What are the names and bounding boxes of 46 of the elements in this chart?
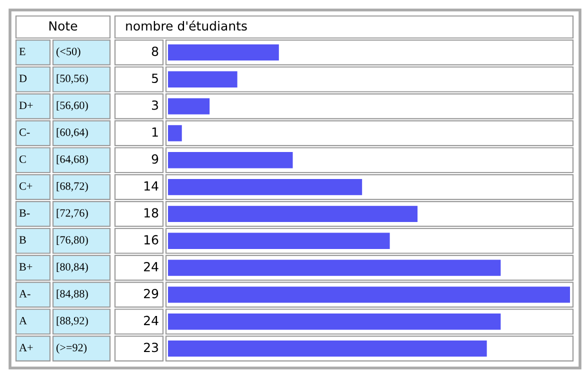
data-label: 1 bbox=[152, 128, 158, 137]
data-label: 3 bbox=[152, 100, 158, 110]
text: [64,68) bbox=[56, 155, 88, 166]
data-label: 18 bbox=[144, 208, 158, 218]
text: [56,60) bbox=[56, 101, 88, 112]
data-label: 23 bbox=[144, 342, 158, 352]
text: [50,56) bbox=[56, 74, 88, 84]
bar bbox=[168, 98, 210, 114]
bar bbox=[168, 232, 390, 249]
y-tick-label: D bbox=[19, 74, 27, 82]
y-tick-label: B+ bbox=[19, 263, 32, 270]
text: (>=92) bbox=[56, 344, 87, 354]
x-axis-title: nombre d'étudiants bbox=[126, 20, 247, 31]
data-label: 5 bbox=[152, 74, 158, 83]
y-tick-label: B- bbox=[19, 209, 30, 217]
text: [68,72) bbox=[56, 182, 88, 192]
y-tick-label: C+ bbox=[19, 182, 32, 190]
bar bbox=[168, 44, 279, 61]
data-label: 29 bbox=[144, 288, 158, 298]
text: [76,80) bbox=[56, 236, 88, 246]
data-label: 9 bbox=[152, 154, 158, 164]
y-tick-label: B bbox=[19, 236, 26, 244]
text: [60,64) bbox=[56, 128, 88, 138]
data-label: 24 bbox=[144, 262, 158, 272]
y-tick-label: C- bbox=[19, 128, 30, 136]
data-label: 16 bbox=[144, 235, 158, 244]
y-tick-label: A+ bbox=[19, 344, 33, 352]
y-tick-label: C bbox=[19, 155, 26, 163]
bar bbox=[168, 71, 238, 88]
text: [88,92) bbox=[56, 316, 88, 327]
data-label: 8 bbox=[152, 46, 158, 56]
bar bbox=[168, 206, 418, 222]
y-tick-label: A- bbox=[19, 290, 30, 298]
data-label: 14 bbox=[144, 181, 158, 190]
text: [80,84) bbox=[56, 262, 88, 273]
text: (<50) bbox=[56, 47, 80, 58]
y-tick-label: D+ bbox=[19, 102, 33, 109]
text: [84,88) bbox=[56, 290, 88, 300]
y-axis-title: Note bbox=[49, 21, 78, 31]
bar bbox=[168, 125, 182, 142]
bar bbox=[168, 152, 293, 168]
y-tick-label: E bbox=[19, 48, 26, 56]
data-label: 24 bbox=[144, 316, 158, 326]
text: [72,76) bbox=[56, 208, 88, 219]
y-tick-label: A bbox=[19, 316, 27, 324]
bar bbox=[168, 178, 362, 196]
